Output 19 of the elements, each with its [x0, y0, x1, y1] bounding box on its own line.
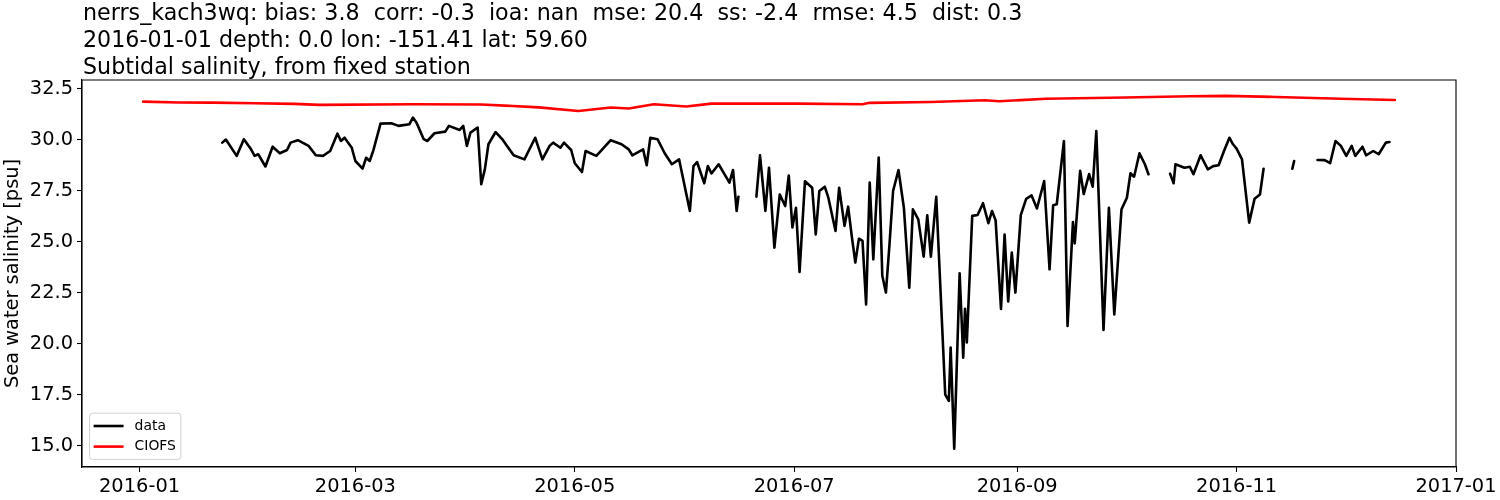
y-tick-label: 17.5	[29, 381, 73, 405]
x-tick-label: 2016-09	[976, 473, 1058, 497]
y-tick-label: 30.0	[29, 126, 73, 150]
legend-label: CIOFS	[134, 437, 177, 454]
y-tick-label: 20.0	[29, 330, 73, 354]
y-tick-label: 15.0	[29, 432, 73, 456]
y-tick-label: 27.5	[29, 177, 73, 201]
y-tick-label: 22.5	[29, 279, 73, 303]
y-tick-label: 32.5	[29, 75, 73, 99]
x-tick-label: 2016-05	[534, 473, 616, 497]
x-tick-label: 2016-11	[1196, 473, 1278, 497]
legend-label: data	[134, 416, 166, 433]
x-tick-label: 2016-07	[753, 473, 835, 497]
x-tick-label: 2017-01	[1415, 473, 1497, 497]
y-axis-title: Sea water salinity [psu]	[0, 158, 23, 389]
x-tick-label: 2016-03	[314, 473, 396, 497]
y-tick-label: 25.0	[29, 228, 73, 252]
x-tick-label: 2016-01	[99, 473, 181, 497]
chart-title: nerrs_kach3wq: bias: 3.8 corr: -0.3 ioa: nan mse: 20.4 ss: -2.4 rmse: 4.5 dist: 0.3 2016-01-01 depth: 0.0 lon: -151.41 lat: 59.60 Subtidal salinity, from fixed station	[83, 0, 1023, 79]
